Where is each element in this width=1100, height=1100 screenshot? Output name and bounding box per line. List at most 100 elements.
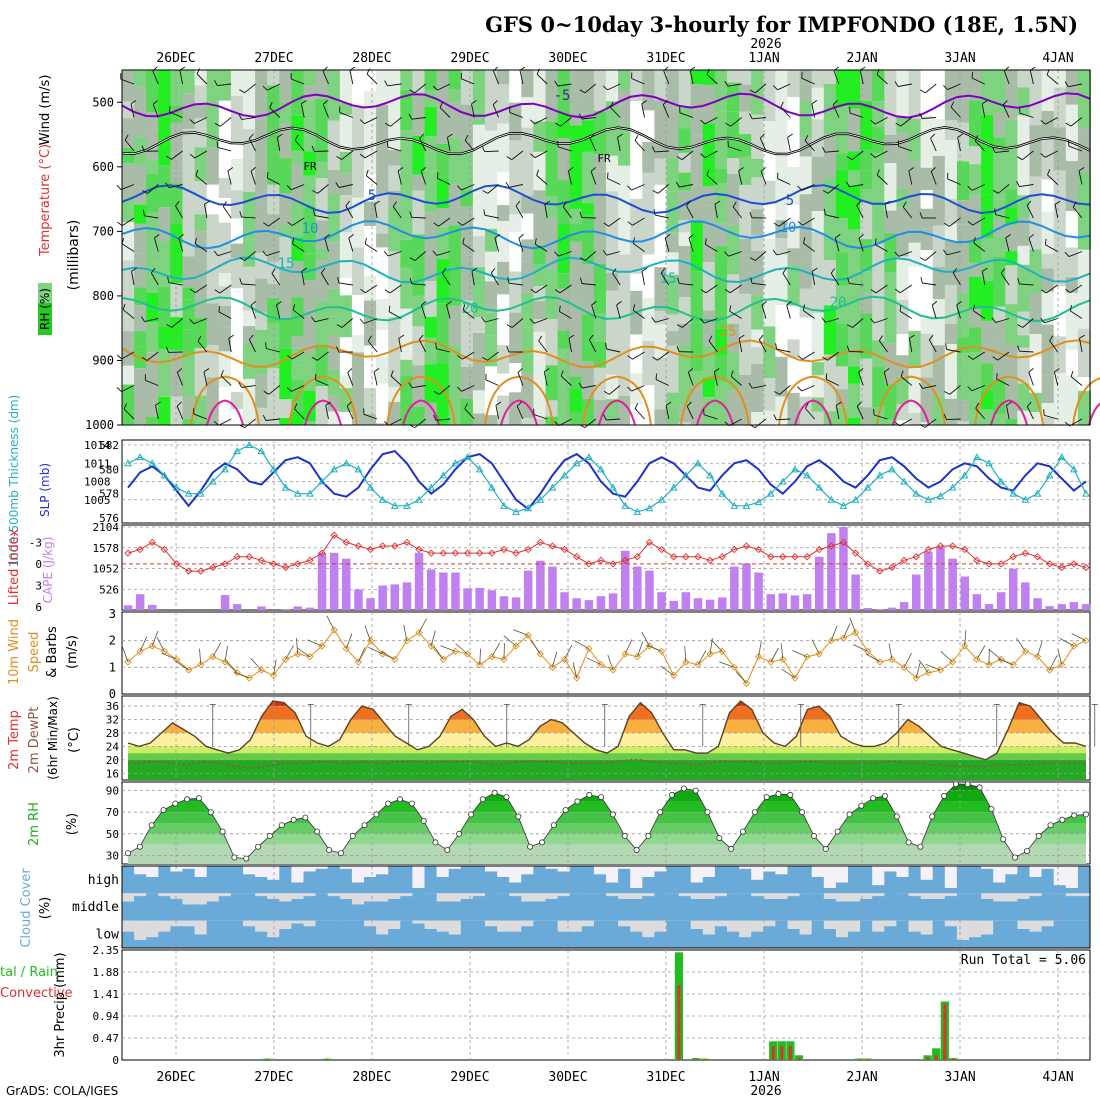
rh-shade-cell — [146, 173, 160, 213]
rh-shade-cell — [618, 125, 632, 166]
pressure-tick-label: 800 — [92, 289, 114, 303]
rh-shade-cell — [811, 211, 825, 233]
wind-speed-point — [742, 679, 751, 687]
cloud-gap — [811, 866, 825, 877]
hot-contour — [598, 399, 636, 426]
rh-shade-cell — [606, 374, 620, 400]
rh-shade-cell — [400, 239, 414, 268]
cape-bar — [839, 527, 848, 610]
wind-barb — [292, 309, 305, 319]
rh-shade-cell — [702, 70, 716, 85]
rh-shade-cell — [678, 323, 692, 346]
isotherm-label: 15 — [660, 271, 677, 287]
rh-shade-cell — [170, 170, 184, 184]
wind-barb-flag — [239, 257, 246, 261]
cloud-gap — [702, 893, 716, 899]
wind-barb — [152, 70, 159, 85]
cloud-gap — [303, 920, 317, 927]
wind-barb-flag — [124, 134, 129, 141]
wind-barb — [849, 112, 864, 118]
wind-barb-flag — [166, 324, 173, 328]
cape-bar — [281, 609, 290, 610]
wind-barb-flag — [262, 250, 267, 256]
wind-barb — [314, 215, 329, 219]
cloud-gap — [884, 920, 897, 927]
cloud-bar-low — [727, 931, 740, 948]
rh-shade-cell — [134, 253, 148, 288]
wind-barb-flag — [418, 334, 424, 340]
wind-barb — [995, 214, 1010, 219]
wind-barb — [888, 643, 893, 660]
wind-barb — [981, 103, 986, 118]
wind-barb — [241, 283, 256, 286]
wind-barb — [946, 418, 961, 421]
wind-barb — [824, 150, 839, 153]
rh-shade-cell — [291, 200, 305, 238]
wind-barb — [441, 273, 451, 286]
rh-shade-cell — [702, 397, 716, 425]
cloud-bar-low — [787, 928, 801, 948]
li-axis-label: Lifted Index — [7, 528, 22, 605]
rh-shade-cell — [1005, 265, 1019, 305]
rh-shade-cell — [763, 121, 777, 152]
rh-shade-cell — [509, 140, 523, 156]
wind-barb-flag — [579, 257, 586, 261]
cloud-bar-low — [1005, 920, 1018, 948]
precip-conv-bar — [694, 1058, 698, 1060]
wind-barb — [930, 171, 937, 185]
li-point — [294, 560, 302, 568]
wind-barb-flag — [214, 289, 221, 294]
wind-speed-point — [633, 653, 641, 661]
li-point — [536, 538, 544, 547]
rh-shade-cell — [243, 266, 257, 311]
rh-shade-cell — [436, 70, 450, 115]
wind-barb-flag — [895, 122, 902, 127]
rh-shade-cell — [727, 82, 741, 112]
rh-shade-cell — [303, 85, 317, 101]
rh-shade-cell — [872, 70, 886, 102]
wind-barb-flag — [688, 368, 694, 373]
warm-contour — [190, 375, 260, 426]
rh-shade-cell — [376, 70, 390, 105]
wind-barb — [494, 237, 500, 252]
rh-shade-cell — [969, 100, 983, 147]
wind-barb — [130, 103, 135, 118]
precip-conv-bar — [325, 1059, 329, 1060]
rh-shade-cell — [581, 314, 595, 362]
wind-barb — [830, 273, 840, 286]
rh-shade-cell — [618, 70, 632, 90]
rh-shade-cell — [134, 204, 148, 224]
wind-speed-point — [924, 669, 932, 677]
cloud-gap — [557, 920, 571, 932]
wind-barb — [827, 351, 840, 361]
rh-shade-cell — [1017, 115, 1031, 144]
rh-shade-cell — [763, 239, 777, 266]
cape-bar — [827, 533, 836, 610]
wind-barb — [655, 214, 669, 219]
wind-barb — [631, 385, 645, 392]
rh-point — [432, 839, 439, 846]
li-point — [427, 549, 435, 557]
li-point — [851, 549, 860, 557]
rh-shade-cell — [122, 148, 136, 164]
rh-shade-cell — [835, 285, 849, 324]
wind-barb — [367, 340, 378, 353]
rh-shade-cell — [569, 160, 583, 209]
wind-barb-flag — [957, 133, 964, 138]
isotherm-label: 5 — [786, 193, 794, 209]
li-point — [184, 567, 193, 575]
rh-shade-cell — [618, 165, 632, 217]
wind-barb — [388, 311, 402, 319]
li-point — [245, 553, 253, 561]
cloud-bar-high — [364, 876, 377, 894]
wind-barb — [392, 206, 402, 219]
hot-contour — [794, 399, 832, 426]
cloud-bar-middle — [448, 901, 462, 921]
wind-barb — [754, 418, 767, 428]
rh-shade-cell — [569, 208, 583, 224]
rh-shade-cell — [606, 272, 620, 291]
cloud-gap — [255, 866, 268, 877]
wind-barb — [581, 283, 596, 286]
rh-point — [266, 832, 273, 839]
